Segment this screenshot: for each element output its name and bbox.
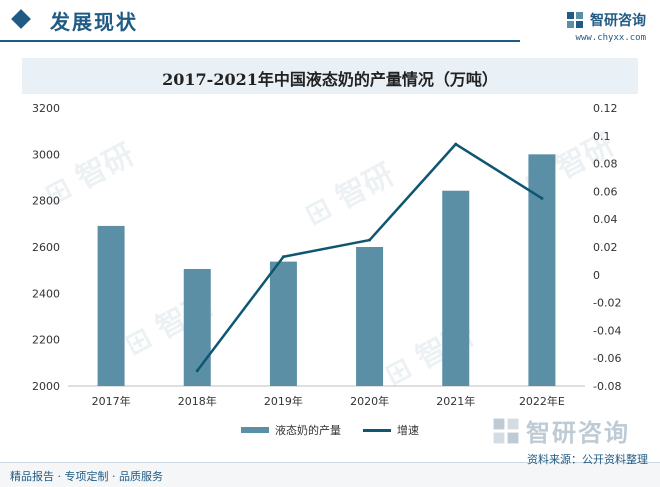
legend-item-line: 增速 (363, 422, 419, 438)
bar (183, 269, 211, 386)
legend-item-bar: 液态奶的产量 (241, 422, 341, 438)
footer-logo-icon (493, 418, 519, 443)
x-tick-label: 2020年 (350, 394, 389, 408)
y-right-tick-label: 0.1 (593, 130, 611, 143)
x-tick-label: 2019年 (264, 394, 303, 408)
x-tick-label: 2018年 (178, 394, 217, 408)
y-right-tick-label: 0 (593, 269, 600, 282)
y-left-tick-label: 2600 (32, 241, 60, 254)
brand-url: www.chyxx.com (575, 33, 646, 43)
y-right-tick-label: 0.12 (593, 102, 618, 115)
footer-slogan: 精品报告 · 专项定制 · 品质服务 (10, 470, 163, 483)
legend: 液态奶的产量 增速 (0, 422, 660, 438)
bar (97, 225, 125, 386)
growth-point (281, 255, 285, 259)
y-left-tick-label: 2000 (32, 380, 60, 393)
y-right-tick-label: -0.04 (593, 324, 621, 337)
y-left-tick-label: 2200 (32, 334, 60, 347)
x-tick-label: 2017年 (92, 394, 131, 408)
chart-title: 2017-2021年中国液态奶的产量情况（万吨） (162, 70, 498, 89)
y-right-tick-label: -0.08 (593, 380, 621, 393)
bar (356, 247, 384, 386)
legend-label-line: 增速 (397, 424, 419, 437)
x-tick-label: 2021年 (436, 394, 475, 408)
bar (442, 190, 470, 386)
footer: 智研咨询 资料来源：公开资料整理 精品报告 · 专项定制 · 品质服务 (0, 418, 660, 487)
growth-point (368, 238, 372, 242)
legend-label-bar: 液态奶的产量 (275, 424, 341, 437)
brand: 智研咨询 (566, 10, 646, 30)
growth-point (195, 369, 199, 373)
y-right-tick-label: 0.02 (593, 241, 618, 254)
header-divider (0, 40, 520, 42)
page-title: 发展现状 (50, 10, 138, 34)
brand-name: 智研咨询 (590, 13, 646, 29)
footer-logo: 智研咨询 (492, 413, 630, 448)
y-left-tick-label: 3200 (32, 102, 60, 115)
legend-swatch-bar (241, 427, 269, 433)
y-right-tick-label: 0.08 (593, 158, 618, 171)
bar (269, 261, 297, 386)
y-right-tick-label: 0.04 (593, 213, 618, 226)
legend-swatch-line (363, 428, 391, 432)
y-left-tick-label: 2400 (32, 287, 60, 300)
footer-logo-name: 智研咨询 (526, 419, 630, 447)
y-left-tick-label: 2800 (32, 195, 60, 208)
x-tick-label: 2022年E (519, 394, 565, 408)
y-right-tick-label: 0.06 (593, 185, 618, 198)
y-right-tick-label: -0.06 (593, 352, 621, 365)
chart-title-band: 2017-2021年中国液态奶的产量情况（万吨） (22, 58, 638, 94)
bar (528, 154, 556, 386)
y-left-tick-label: 3000 (32, 148, 60, 161)
brand-logo-icon (567, 12, 583, 28)
header: 发展现状 智研咨询 www.chyxx.com (0, 0, 660, 46)
source-note: 资料来源：公开资料整理 (527, 453, 648, 466)
y-right-tick-label: -0.02 (593, 297, 621, 310)
growth-point (540, 196, 544, 200)
growth-point (454, 142, 458, 146)
